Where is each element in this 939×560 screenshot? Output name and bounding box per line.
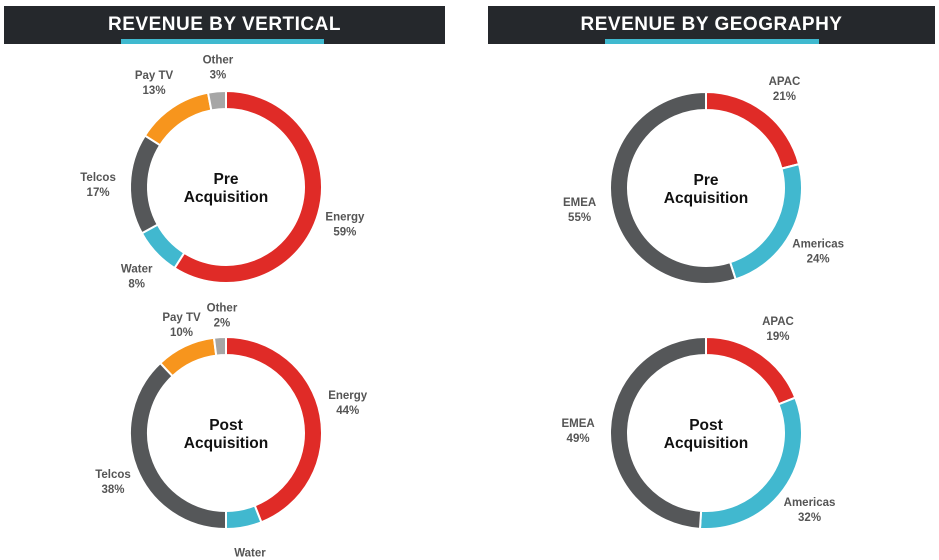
slice-label-emea: EMEA 49% [561, 418, 594, 445]
slice-apac [705, 335, 797, 406]
slice-pay-tv [158, 336, 218, 378]
slice-label-pay-tv: Pay TV 13% [135, 70, 174, 97]
slice-label-pay-tv: Pay TV 10% [162, 312, 201, 339]
slice-americas [728, 162, 803, 281]
slice-other [206, 89, 227, 112]
slice-label-apac: APAC 21% [769, 76, 801, 103]
geography-title-bar: REVENUE BY GEOGRAPHY [488, 6, 935, 44]
slice-label-other: Other 2% [207, 302, 238, 329]
slice-apac [705, 90, 801, 170]
donut-center-label: Post Acquisition [184, 417, 268, 452]
slice-label-water: Water 8% [121, 264, 153, 291]
donut-center-label: Pre Acquisition [664, 172, 748, 207]
vertical-title-bar: REVENUE BY VERTICAL [4, 6, 445, 44]
geography-title-underline [605, 39, 819, 44]
slice-label-emea: EMEA 55% [563, 197, 596, 224]
donut-chart-4: APAC 19% Americas 32% EMEA 49% Post Acquisition [561, 316, 836, 530]
vertical-title: REVENUE BY VERTICAL [108, 14, 341, 35]
slice-label-other: Other 3% [203, 55, 234, 82]
revenue-by-vertical-panel: REVENUE BY VERTICAL [4, 0, 445, 560]
donut-center-label: Pre Acquisition [184, 171, 268, 206]
slice-label-water: Water6% [234, 548, 266, 560]
geography-title: REVENUE BY GEOGRAPHY [580, 14, 843, 35]
slice-label-telcos: Telcos 17% [80, 172, 116, 199]
slice-emea [609, 90, 737, 285]
donut-center-label: Post Acquisition [664, 417, 748, 452]
donut-chart-1: Energy 59% Water 8% Telcos 17% Pay TV 13% Other 3… [80, 55, 365, 291]
slice-energy [173, 89, 323, 284]
slice-emea [608, 335, 707, 530]
slice-water [225, 504, 263, 531]
slice-label-apac: APAC 19% [762, 316, 794, 343]
slice-water [140, 223, 186, 270]
slice-pay-tv [143, 91, 213, 147]
slice-telcos [129, 134, 162, 235]
vertical-title-underline [121, 39, 324, 44]
slice-label-americas: Americas 24% [792, 239, 844, 266]
slice-label-energy: Energy 59% [325, 212, 365, 239]
slice-label-americas: Americas 32% [784, 497, 836, 524]
slice-label-energy: Energy 44% [328, 390, 368, 417]
donut-chart-3: APAC 21% Americas 24% EMEA 55% Pre Acquisition [563, 76, 844, 285]
slice-label-telcos: Telcos 38% [95, 469, 131, 496]
revenue-by-geography-panel: REVENUE BY GEOGRAPHY [488, 0, 935, 560]
slice-other [212, 335, 227, 357]
